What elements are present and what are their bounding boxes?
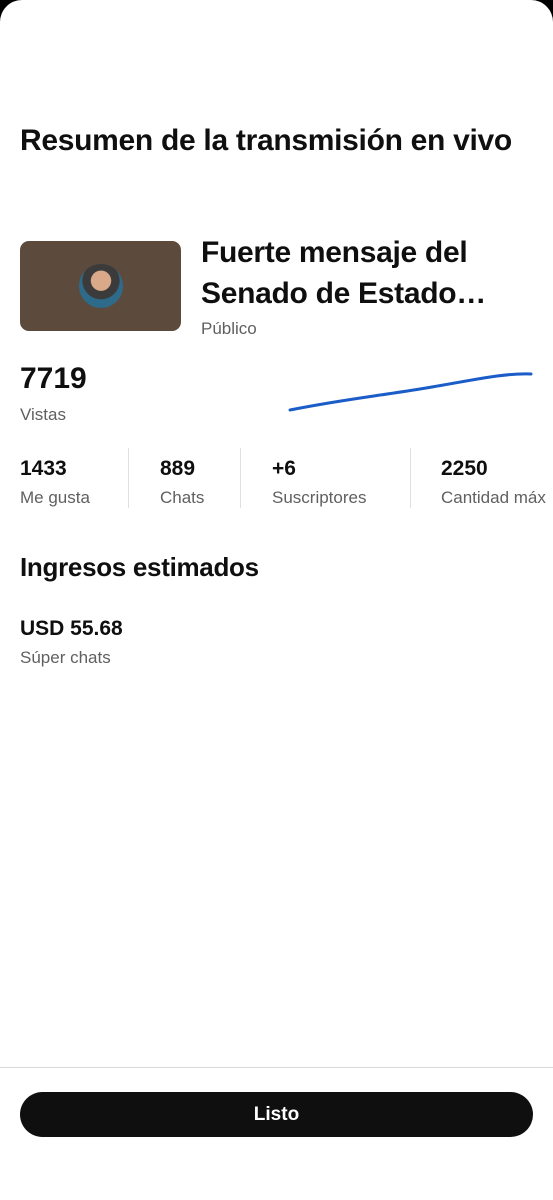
section-title: Ingresos estimados xyxy=(20,552,259,582)
sparkline-path xyxy=(288,372,533,412)
stat-value: 1433 xyxy=(20,457,67,480)
divider xyxy=(128,448,129,508)
views-count: 7719 xyxy=(20,362,87,395)
stat-label: Chats xyxy=(160,488,205,507)
stat-label: Me gusta xyxy=(20,488,90,507)
divider xyxy=(410,448,411,508)
revenue-amount: USD 55.68 xyxy=(20,617,123,640)
video-thumbnail xyxy=(20,241,181,331)
stat-value: +6 xyxy=(272,457,296,480)
visibility: Público xyxy=(201,319,257,338)
done-button[interactable]: Listo xyxy=(20,1092,533,1137)
avatar xyxy=(79,264,123,308)
stat-label: Cantidad máx xyxy=(441,488,546,507)
views-label: Vistas xyxy=(20,405,66,424)
stat-value: 889 xyxy=(160,457,196,480)
page-title: Resumen de la transmisión en vivo xyxy=(20,124,512,157)
views-sparkline xyxy=(288,372,533,412)
stat-label: Suscriptores xyxy=(272,488,367,507)
footer-divider xyxy=(0,1067,553,1068)
divider xyxy=(240,448,241,508)
revenue-label: Súper chats xyxy=(20,648,111,667)
stat-value: 2250 xyxy=(441,457,488,480)
video-title: Fuerte mensaje del Senado de Estado… xyxy=(201,236,486,310)
